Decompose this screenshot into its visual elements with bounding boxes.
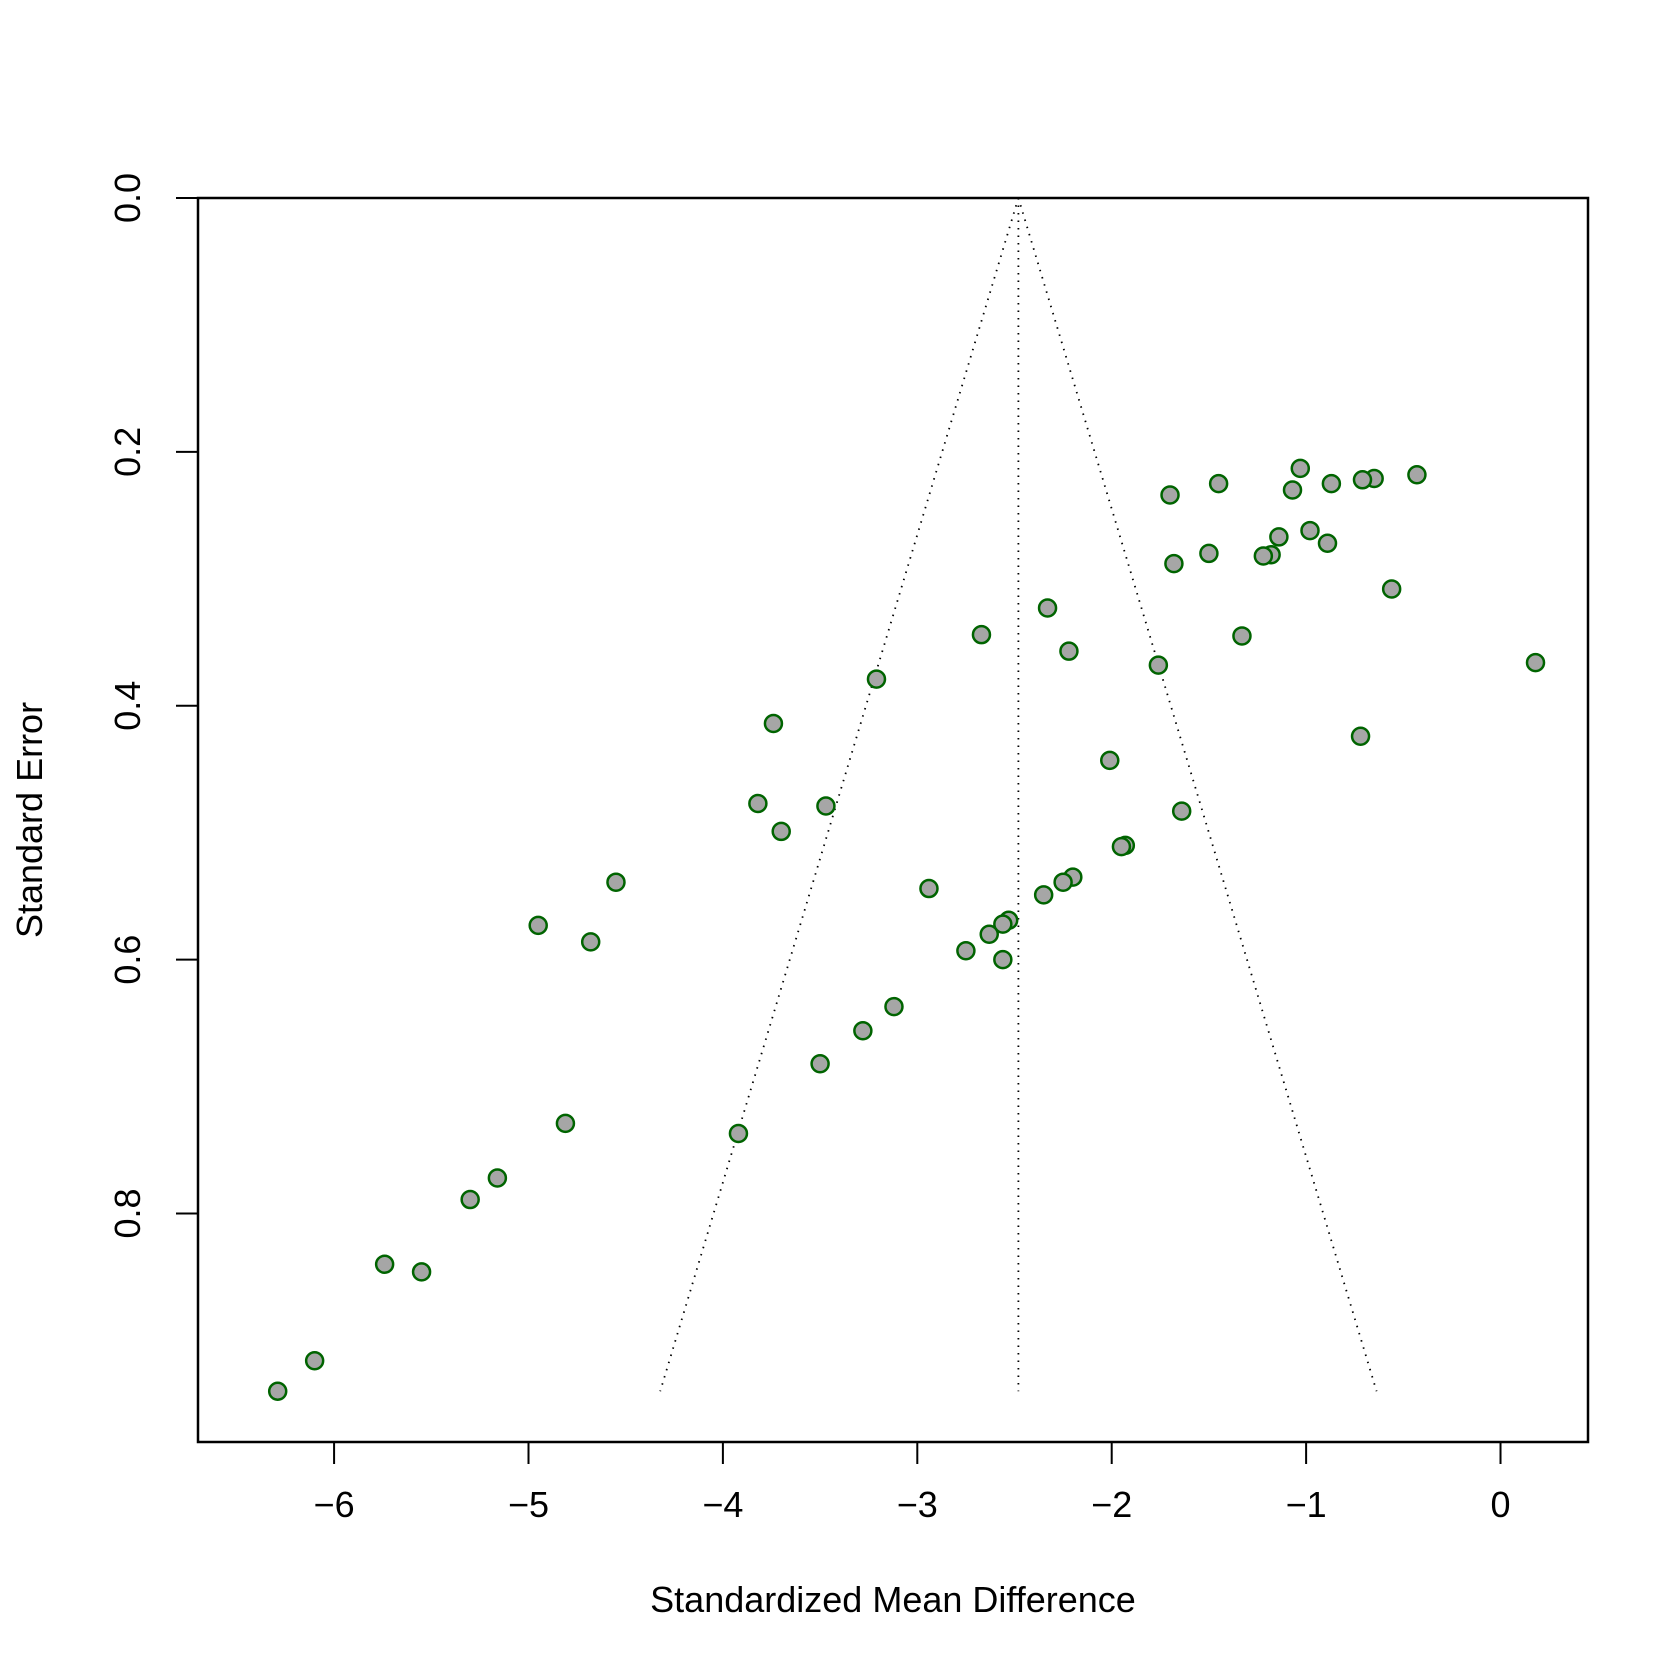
data-point	[853, 1020, 873, 1041]
data-point	[1037, 598, 1058, 618]
data-point	[267, 1381, 288, 1401]
data-point	[748, 793, 768, 814]
data-point	[1171, 801, 1192, 821]
data-point	[1407, 464, 1427, 485]
data-point	[1100, 750, 1120, 771]
data-point	[771, 821, 791, 842]
data-point	[1317, 533, 1338, 554]
data-point	[1111, 836, 1132, 857]
data-point	[1321, 473, 1342, 494]
y-tick-label: 0.4	[107, 681, 148, 731]
data-point	[1208, 473, 1229, 494]
data-point	[1525, 652, 1546, 673]
x-tick-label: −4	[702, 1484, 743, 1525]
funnel-lines	[659, 197, 1378, 1392]
data-point	[810, 1053, 830, 1074]
data-point	[728, 1123, 749, 1144]
data-point	[1269, 527, 1289, 547]
x-axis-label: Standardized Mean Difference	[650, 1579, 1136, 1620]
x-tick-label: −1	[1286, 1484, 1327, 1525]
x-axis: −6 −5 −4 −3 −2 −1 0	[314, 1441, 1511, 1525]
data-point	[866, 669, 887, 689]
x-tick-label: −5	[508, 1484, 549, 1525]
y-axis-label: Standard Error	[9, 702, 50, 938]
data-point	[956, 940, 976, 961]
y-tick-label: 0.2	[107, 427, 148, 477]
data-point	[884, 996, 904, 1017]
x-tick-label: 0	[1491, 1484, 1511, 1525]
data-point	[1053, 872, 1073, 892]
data-point	[1232, 626, 1252, 646]
data-point	[971, 624, 992, 645]
y-tick-label: 0.6	[107, 935, 148, 985]
data-point	[1160, 485, 1180, 505]
data-point	[1290, 458, 1311, 479]
funnel-left-line	[659, 197, 1020, 1392]
data-point	[460, 1189, 480, 1210]
data-point	[1352, 470, 1373, 490]
data-point	[580, 932, 601, 952]
y-tick-label: 0.8	[107, 1188, 148, 1238]
data-point	[993, 949, 1013, 970]
data-point	[979, 924, 999, 944]
data-point	[1350, 726, 1371, 746]
y-tick-label: 0.0	[107, 173, 148, 223]
data-point	[1164, 553, 1184, 574]
x-tick-label: −6	[314, 1484, 355, 1525]
data-point	[304, 1351, 325, 1371]
data-point	[555, 1113, 576, 1134]
data-point	[374, 1254, 395, 1275]
data-point	[1253, 546, 1274, 566]
y-axis: 0.0 0.2 0.4 0.6 0.8	[107, 173, 199, 1239]
data-point	[763, 713, 784, 734]
data-point	[1282, 480, 1303, 500]
data-point	[411, 1262, 432, 1282]
data-point	[1148, 655, 1169, 675]
data-point	[919, 878, 939, 899]
funnel-right-line	[1017, 197, 1378, 1392]
data-points	[267, 458, 1546, 1401]
data-point	[1300, 520, 1320, 541]
data-point	[1059, 641, 1079, 661]
x-tick-label: −3	[897, 1484, 938, 1525]
data-point	[1033, 885, 1054, 905]
data-point	[528, 915, 548, 936]
data-point	[1381, 579, 1402, 599]
data-point	[487, 1168, 508, 1188]
data-point	[816, 796, 836, 816]
data-point	[993, 914, 1013, 934]
data-point	[1199, 543, 1219, 564]
data-point	[606, 872, 626, 892]
x-tick-label: −2	[1091, 1484, 1132, 1525]
